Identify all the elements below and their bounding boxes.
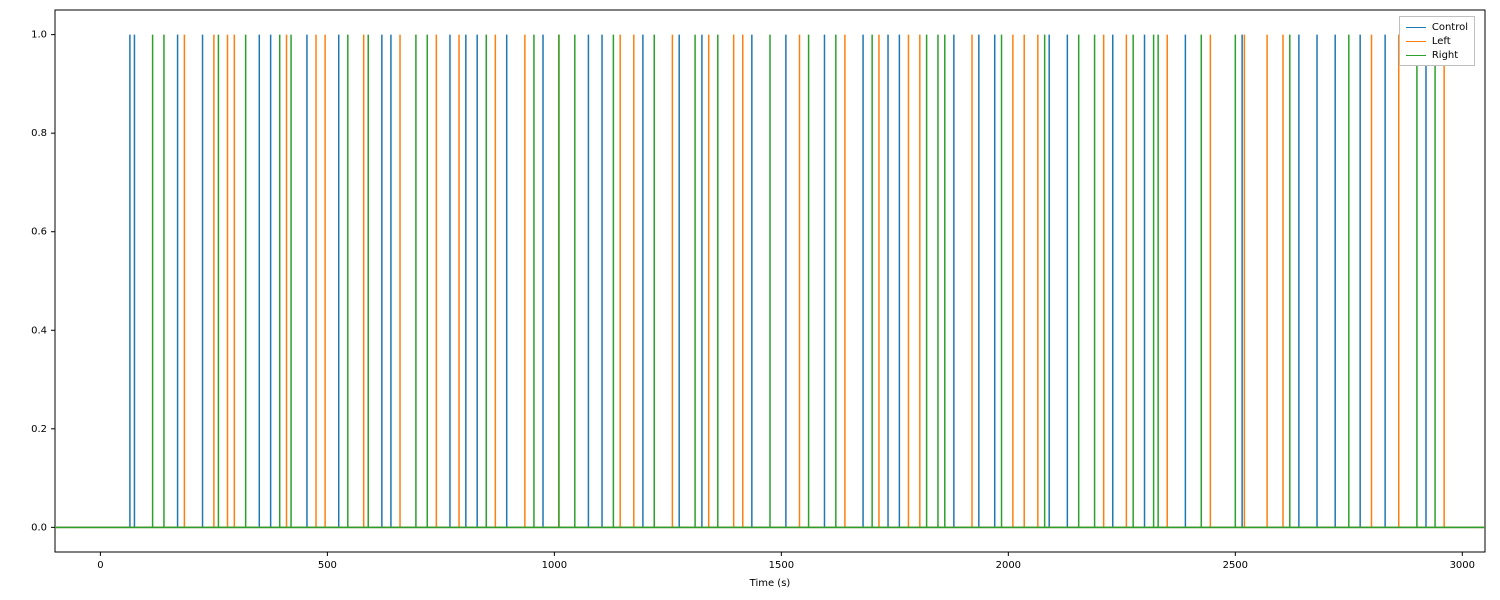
x-tick-label: 2500 (1223, 560, 1248, 571)
x-tick-label: 3000 (1450, 560, 1475, 571)
legend-label: Control (1432, 22, 1468, 33)
x-tick-label: 0 (97, 560, 103, 571)
legend-item: Right (1406, 48, 1468, 62)
legend-item: Left (1406, 34, 1468, 48)
legend: Control Left Right (1399, 16, 1475, 66)
x-tick-label: 1500 (769, 560, 794, 571)
chart-svg: 0 500 1000 1500 2000 2500 3000 0.0 0.2 0.4 0.6 0.8 1… (0, 0, 1500, 600)
y-tick-label: 0.6 (31, 227, 47, 238)
y-tick-label: 0.2 (31, 424, 47, 435)
y-tick-label: 0.4 (31, 325, 47, 336)
y-tick-label: 0.8 (31, 128, 47, 139)
y-tick-label: 1.0 (31, 30, 47, 41)
legend-swatch (1406, 55, 1426, 56)
y-tick-label: 0.0 (31, 522, 47, 533)
legend-label: Left (1432, 36, 1451, 47)
event-chart: 0 500 1000 1500 2000 2500 3000 0.0 0.2 0.4 0.6 0.8 1… (0, 0, 1500, 600)
legend-swatch (1406, 41, 1426, 42)
x-axis-label: Time (s) (749, 578, 791, 589)
x-tick-label: 1000 (542, 560, 567, 571)
legend-label: Right (1432, 50, 1458, 61)
x-tick-label: 500 (318, 560, 337, 571)
legend-swatch (1406, 27, 1426, 28)
x-tick-label: 2000 (996, 560, 1021, 571)
legend-item: Control (1406, 20, 1468, 34)
